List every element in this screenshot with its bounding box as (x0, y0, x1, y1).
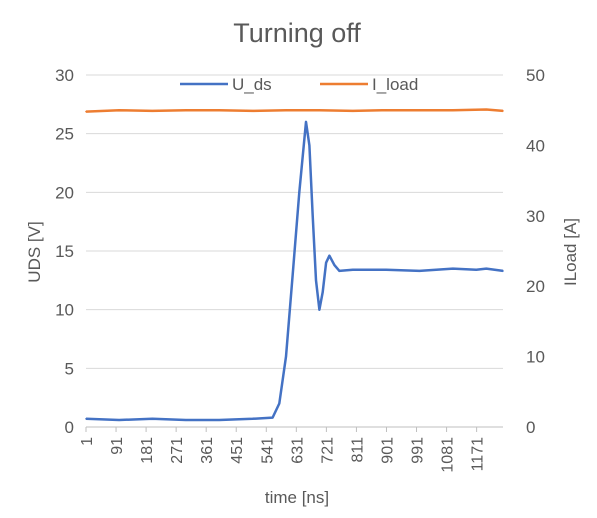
data-point (118, 419, 120, 421)
data-point (318, 109, 321, 111)
data-point (385, 109, 387, 111)
series-line-i-load (85, 108, 504, 113)
data-point (285, 355, 287, 358)
legend-label: I_load (372, 75, 418, 94)
data-point (298, 191, 301, 194)
y-axis-right: 0 10 20 30 40 50 (526, 66, 545, 437)
data-point (385, 268, 387, 271)
data-point (485, 108, 488, 111)
x-tick-label: 901 (379, 437, 396, 464)
data-point (318, 308, 321, 311)
x-tick-label: 721 (319, 437, 336, 464)
x-tick-label: 1081 (440, 437, 457, 473)
data-point (251, 110, 254, 112)
y-right-tick-label: 20 (526, 277, 545, 296)
data-point (251, 417, 254, 420)
data-point (118, 109, 120, 111)
data-point (278, 402, 281, 405)
x-tick-label: 541 (259, 437, 276, 464)
data-point (151, 417, 154, 420)
y-axis-left-label: UDS [V] (25, 221, 44, 282)
x-tick-label: 811 (349, 437, 366, 463)
legend-label: U_ds (232, 75, 272, 94)
data-point (151, 110, 154, 112)
data-point (311, 215, 314, 217)
y-left-tick-label: 0 (65, 418, 74, 437)
data-point (325, 261, 327, 264)
data-point (351, 268, 354, 271)
x-tick-label: 991 (410, 437, 427, 464)
data-point (452, 109, 454, 111)
chart-title: Turning off (233, 18, 361, 48)
x-tick-label: 1 (79, 437, 96, 446)
x-tick-label: 271 (169, 437, 186, 464)
data-point (315, 279, 317, 282)
series-line-u-ds (85, 120, 504, 422)
x-tick-label: 1171 (470, 437, 487, 472)
x-tick-label: 361 (199, 437, 216, 464)
y-right-tick-label: 0 (526, 418, 535, 437)
y-right-tick-label: 30 (526, 207, 545, 226)
data-point (321, 291, 324, 293)
x-tick-label: 91 (109, 437, 126, 455)
y-left-tick-label: 25 (55, 125, 74, 144)
y-right-tick-label: 10 (526, 348, 545, 367)
y-right-tick-label: 40 (526, 136, 545, 155)
legend: U_ds I_load (180, 75, 418, 94)
data-point (291, 273, 294, 276)
y-axis-right-label: ILoad [A] (561, 218, 580, 286)
data-point (333, 264, 336, 266)
data-point (418, 270, 421, 272)
y-axis-left: 0 5 10 15 20 25 30 (55, 66, 74, 437)
y-left-tick-label: 15 (55, 242, 74, 261)
y-left-tick-label: 20 (55, 183, 74, 202)
data-point (85, 417, 87, 420)
data-point (218, 109, 221, 111)
y-right-tick-label: 50 (526, 66, 545, 85)
series-layer (85, 108, 504, 422)
data-point (85, 110, 87, 113)
data-point (485, 267, 488, 270)
x-tick-label: 181 (139, 437, 156, 464)
data-point (285, 109, 287, 111)
data-point (475, 268, 478, 271)
data-point (351, 110, 354, 112)
data-point (305, 121, 307, 123)
data-point (502, 110, 504, 112)
y-left-tick-label: 10 (55, 301, 74, 320)
y-left-tick-label: 30 (55, 66, 74, 85)
data-point (452, 267, 454, 270)
data-point (308, 144, 311, 147)
data-point (418, 109, 421, 111)
data-point (185, 109, 187, 111)
x-axis-label: time [ns] (265, 488, 329, 507)
y-left-tick-label: 5 (65, 359, 74, 378)
x-tick-label: 451 (229, 437, 246, 464)
data-point (218, 419, 221, 421)
x-tick-label: 631 (289, 437, 306, 464)
gridlines (86, 74, 503, 428)
data-point (502, 270, 504, 272)
data-point (271, 416, 274, 419)
data-point (338, 270, 341, 272)
data-point (328, 254, 331, 257)
x-axis: 1 91 181 271 361 451 541 631 721 811 901 991 1081 117… (79, 426, 503, 473)
data-point (185, 419, 187, 421)
